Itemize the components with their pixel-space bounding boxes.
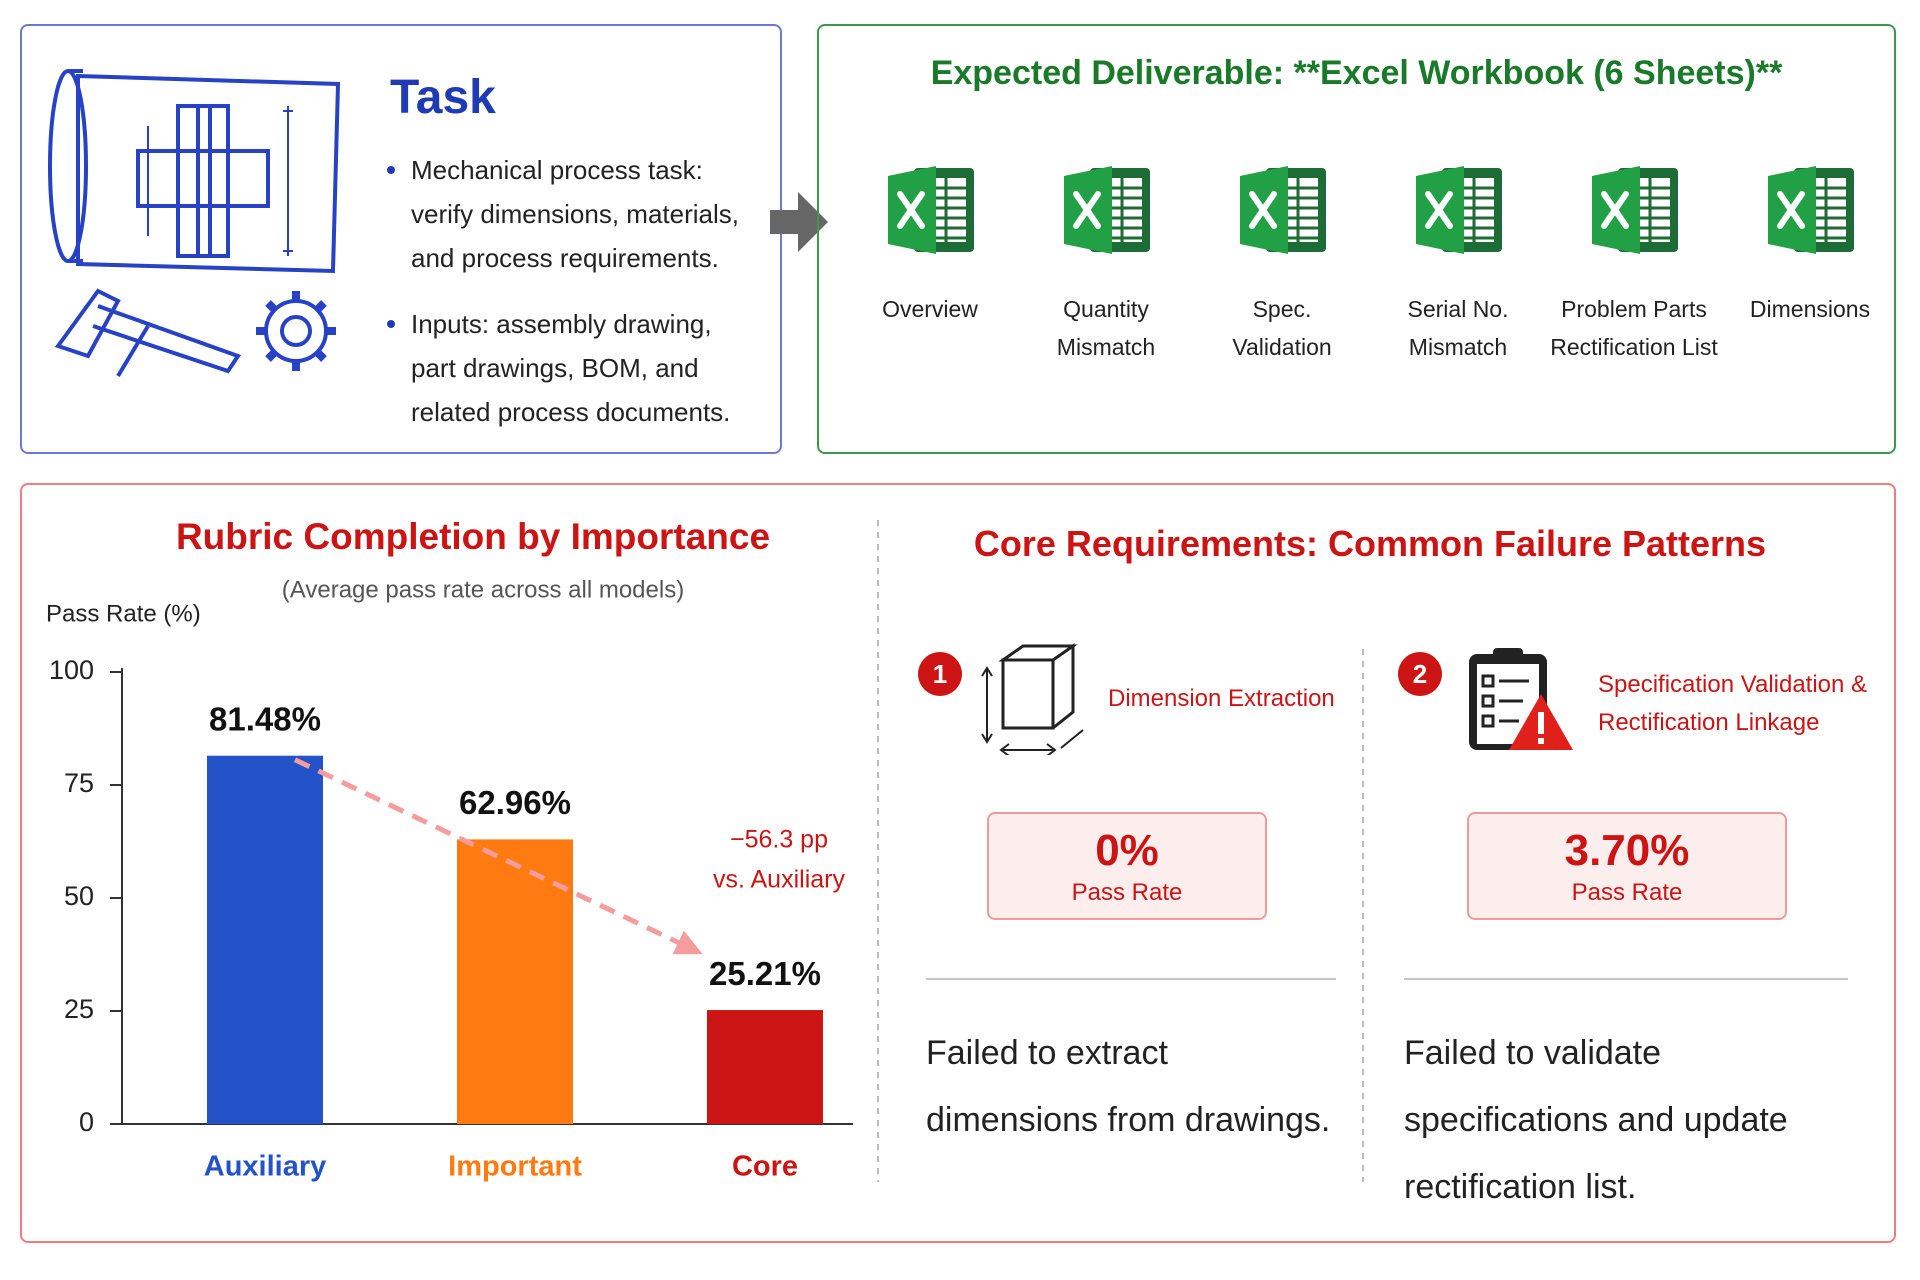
icon-x xyxy=(1425,191,1453,229)
sheet-label: Overview xyxy=(882,296,978,322)
excel-icon xyxy=(1592,166,1678,254)
y-tick-label: 0 xyxy=(79,1107,94,1137)
value-label: 81.48% xyxy=(209,700,321,737)
icon-x xyxy=(1249,191,1277,229)
excel-icon xyxy=(1768,166,1854,254)
icon-x xyxy=(1073,191,1101,229)
rate-box: 0% Pass Rate xyxy=(987,812,1267,920)
pass-rate: 0% xyxy=(1095,826,1159,875)
y-axis-label: Pass Rate (%) xyxy=(46,600,201,627)
sheet-label: Serial No. Mismatch xyxy=(1407,296,1509,360)
failure-name: Specification Validation & Rectification… xyxy=(1598,671,1868,736)
results-panel xyxy=(20,483,1896,1243)
excel-icon xyxy=(888,166,974,254)
rate-box: 3.70% Pass Rate xyxy=(1467,812,1787,920)
task-bullets: Mechanical process task: verify dimensio… xyxy=(385,148,755,456)
value-label: 62.96% xyxy=(459,784,571,821)
icon-x xyxy=(1601,191,1629,229)
checklist-icon xyxy=(1469,648,1573,750)
failure-number: 1 xyxy=(918,652,962,696)
icon-x xyxy=(1777,191,1805,229)
annotation: −56.3 pp xyxy=(730,826,828,854)
task-panel xyxy=(20,24,782,454)
sheet-label: Spec. Validation xyxy=(1232,296,1332,360)
y-tick-label: 50 xyxy=(64,881,94,911)
bar xyxy=(457,839,573,1124)
trend-arrow-head xyxy=(672,930,703,955)
deliverable-panel xyxy=(817,24,1896,454)
pass-rate: 3.70% xyxy=(1564,826,1690,875)
failure-description: Failed to validate specifications and up… xyxy=(1404,1034,1788,1206)
task-bullet: Mechanical process task: verify dimensio… xyxy=(385,148,755,280)
chart-subtitle: (Average pass rate across all models) xyxy=(282,576,684,603)
sheet-item: Overview xyxy=(830,160,1030,328)
sheet-item: Spec. Validation xyxy=(1182,160,1382,366)
sheet-label: Problem Parts Rectification List xyxy=(1550,296,1718,360)
y-tick-label: 75 xyxy=(64,768,94,798)
icon-x xyxy=(897,191,925,229)
flow-arrow xyxy=(770,192,828,252)
y-tick-label: 25 xyxy=(64,994,94,1024)
sheet-item: Serial No. Mismatch xyxy=(1358,160,1558,366)
sheet-label: Quantity Mismatch xyxy=(1056,296,1156,360)
task-title: Task xyxy=(390,71,496,124)
sheet-item: Problem Parts Rectification List xyxy=(1534,160,1734,366)
x-tick-label: Core xyxy=(732,1151,798,1183)
trend-arrow xyxy=(293,757,692,951)
failures-title: Core Requirements: Common Failure Patter… xyxy=(973,523,1767,564)
failure-number: 2 xyxy=(1398,652,1442,696)
cube-icon xyxy=(981,643,1084,755)
y-tick-label: 100 xyxy=(49,655,94,685)
bar xyxy=(707,1010,823,1124)
deliverable-title: Expected Deliverable: **Excel Workbook (… xyxy=(930,54,1783,92)
separator xyxy=(1404,978,1848,980)
failure-name: Dimension Extraction xyxy=(1108,685,1335,712)
separator xyxy=(926,978,1336,980)
pass-rate-caption: Pass Rate xyxy=(1071,879,1183,906)
failure-description: Failed to extract dimensions from drawin… xyxy=(926,1034,1331,1139)
excel-icon xyxy=(1416,166,1502,254)
bar xyxy=(207,755,323,1124)
excel-icon xyxy=(1064,166,1150,254)
annotation: vs. Auxiliary xyxy=(713,866,845,894)
x-tick-label: Important xyxy=(448,1151,582,1183)
sheet-item: Dimensions xyxy=(1710,160,1910,328)
sheet-list: Overview Quantity Mismatch Spec. Validatio… xyxy=(830,160,1890,400)
sheet-label: Dimensions xyxy=(1749,296,1871,322)
x-tick-label: Auxiliary xyxy=(204,1151,327,1183)
pass-rate-caption: Pass Rate xyxy=(1571,879,1683,906)
excel-icon xyxy=(1240,166,1326,254)
blueprint-illustration xyxy=(48,69,341,378)
task-bullet: Inputs: assembly drawing, part drawings,… xyxy=(385,302,755,434)
value-label: 25.21% xyxy=(709,955,821,992)
sheet-item: Quantity Mismatch xyxy=(1006,160,1206,366)
chart-title: Rubric Completion by Importance xyxy=(176,516,770,557)
